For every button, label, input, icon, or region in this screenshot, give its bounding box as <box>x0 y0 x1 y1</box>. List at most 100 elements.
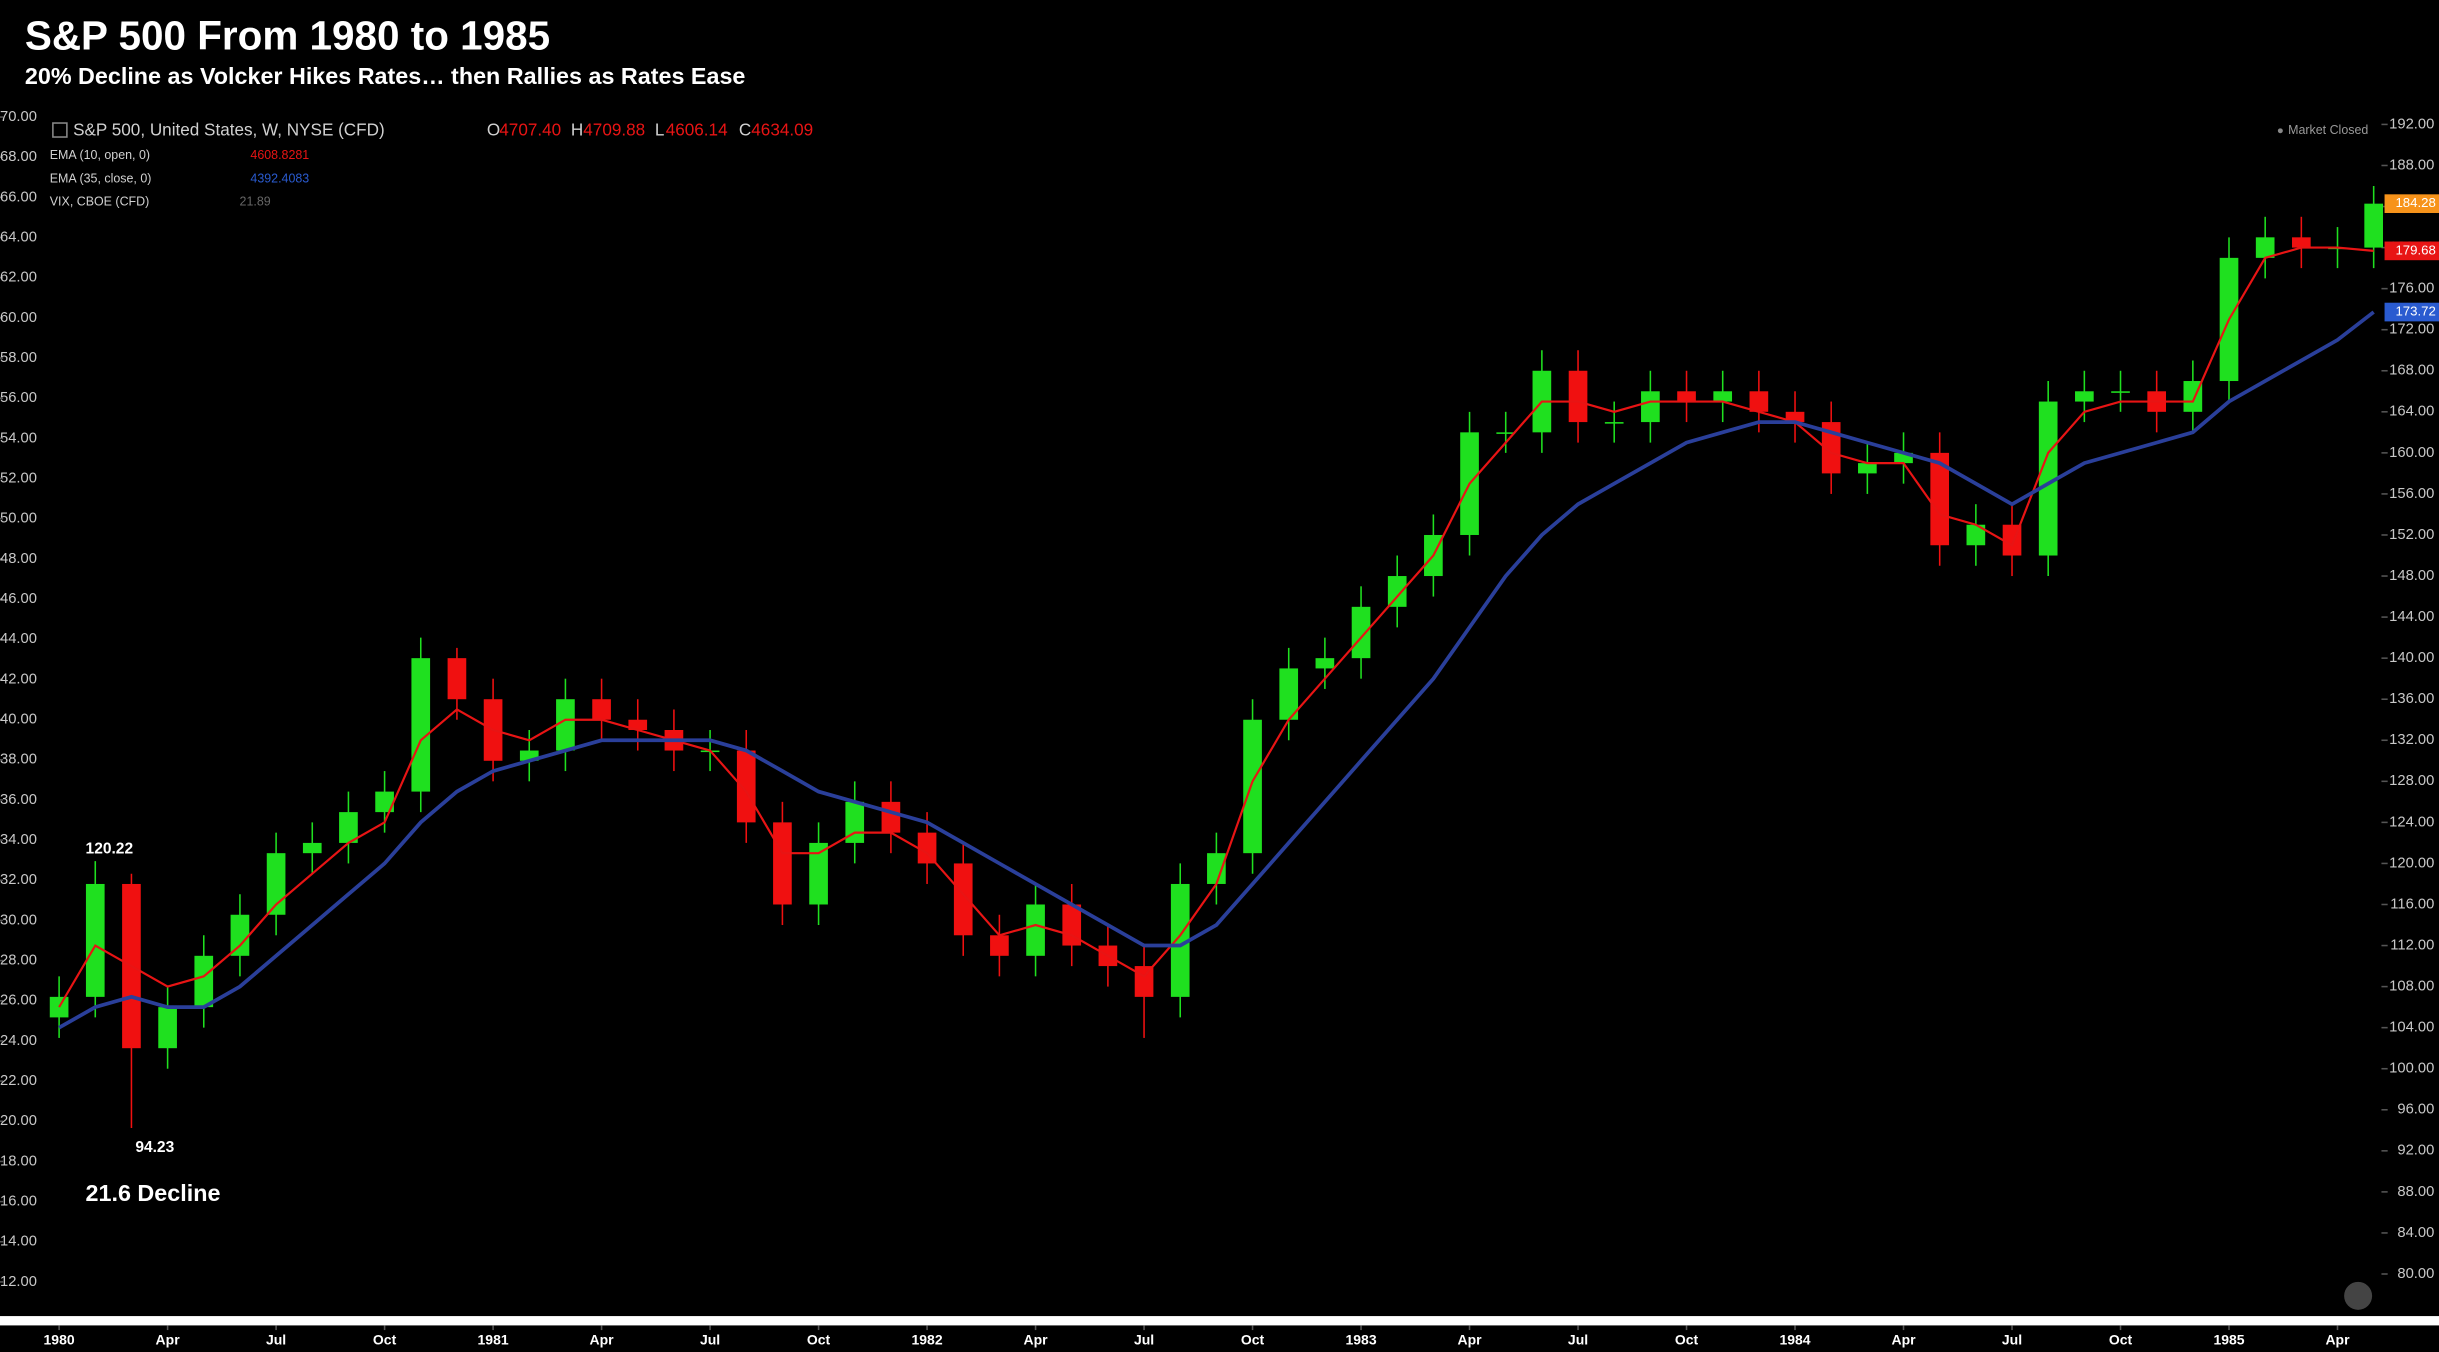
ohlc-close: 4634.09 <box>751 120 813 139</box>
y2-tick-label: 60.00 <box>0 310 37 326</box>
y2-tick-label: 14.00 <box>0 1234 37 1250</box>
y2-tick-label: 42.00 <box>0 671 37 687</box>
y2-tick-label: 66.00 <box>0 189 37 205</box>
candle-body <box>1026 904 1045 956</box>
x-tick-label: Apr <box>156 1332 181 1348</box>
candle-body <box>1858 463 1877 474</box>
candle-body <box>447 658 467 700</box>
y2-tick-label: 58.00 <box>0 350 37 366</box>
x-tick-label: Apr <box>2325 1332 2350 1348</box>
y-tick-label: 108.00 <box>2389 979 2434 995</box>
y-tick-label: 100.00 <box>2389 1061 2434 1077</box>
candle-body <box>1930 452 1950 546</box>
candle-body <box>1315 658 1335 669</box>
y2-tick-label: 62.00 <box>0 270 37 286</box>
ohlc-high: 4709.88 <box>583 120 645 139</box>
y2-tick-label: 54.00 <box>0 430 37 446</box>
scroll-button[interactable] <box>2344 1281 2373 1310</box>
price-tag <box>2384 194 2439 213</box>
annotation: 94.23 <box>135 1139 174 1156</box>
chart-subtitle: 20% Decline as Volcker Hikes Rates… then… <box>25 63 746 89</box>
symbol: S&P 500, United States, W, NYSE (CFD) <box>73 120 385 139</box>
candle-body <box>1279 668 1299 720</box>
y-tick-label: 124.00 <box>2389 814 2434 830</box>
x-tick-label: 1985 <box>2213 1332 2244 1348</box>
candle-body <box>2111 391 2130 393</box>
ohlc-l: L <box>655 120 665 139</box>
candle-body <box>1568 370 1588 423</box>
y-tick-label: 188.00 <box>2389 157 2434 173</box>
y2-tick-label: 24.00 <box>0 1033 37 1049</box>
candle-body <box>85 883 105 997</box>
x-tick-label: Jul <box>1568 1332 1588 1348</box>
y2-tick-label: 22.00 <box>0 1073 37 1089</box>
collapse-icon[interactable] <box>52 122 68 138</box>
y2-tick-label: 40.00 <box>0 711 37 727</box>
annotation: 21.6 Decline <box>86 1180 221 1206</box>
candle-body <box>1170 883 1190 997</box>
x-tick-label: Jul <box>2002 1332 2022 1348</box>
y-tick-label: 140.00 <box>2389 650 2434 666</box>
x-tick-label: Apr <box>1457 1332 1482 1348</box>
candle-body <box>158 1007 177 1049</box>
y2-tick-label: 20.00 <box>0 1113 37 1129</box>
x-tick-label: Oct <box>807 1332 831 1348</box>
candle-body <box>1207 853 1226 884</box>
market-status: Market Closed <box>2288 123 2368 137</box>
x-tick-label: 1982 <box>912 1332 943 1348</box>
candle-body <box>917 832 937 864</box>
candle-body <box>1134 966 1154 997</box>
price-tag-label: 173.72 <box>2395 304 2435 319</box>
y2-tick-label: 48.00 <box>0 551 37 567</box>
y-tick-label: 156.00 <box>2389 486 2434 502</box>
candle-body <box>1062 904 1082 946</box>
x-tick-label: Jul <box>1134 1332 1154 1348</box>
y-tick-label: 92.00 <box>2397 1143 2434 1159</box>
x-tick-label: 1981 <box>478 1332 509 1348</box>
chart-title: S&P 500 From 1980 to 1985 <box>25 13 550 59</box>
y-tick-label: 172.00 <box>2389 322 2434 338</box>
candle-body <box>592 699 611 720</box>
y2-tick-label: 50.00 <box>0 511 37 527</box>
legend-name: EMA (10, open, 0) <box>50 148 150 162</box>
y-tick-label: 136.00 <box>2389 691 2434 707</box>
candle-body <box>990 935 1009 956</box>
candle-body <box>194 955 214 1008</box>
y-tick-label: 168.00 <box>2389 363 2434 379</box>
legend-name: EMA (35, close, 0) <box>50 171 152 185</box>
y-tick-label: 152.00 <box>2389 527 2434 543</box>
x-tick-label: 1983 <box>1345 1332 1376 1348</box>
y2-tick-label: 38.00 <box>0 752 37 768</box>
candle-body <box>2255 237 2275 258</box>
y2-tick-label: 18.00 <box>0 1153 37 1169</box>
candle-body <box>2292 237 2311 248</box>
ohlc-h: H <box>571 120 583 139</box>
y2-tick-label: 52.00 <box>0 470 37 486</box>
y2-tick-label: 36.00 <box>0 792 37 808</box>
candle-body <box>1243 719 1262 854</box>
candle-body <box>411 658 431 792</box>
y2-tick-label: 30.00 <box>0 912 37 928</box>
x-tick-label: Oct <box>1241 1332 1265 1348</box>
axis-divider <box>0 1316 2439 1326</box>
ohlc-o: O <box>487 120 500 139</box>
price-tag <box>2384 302 2439 322</box>
y-tick-label: 84.00 <box>2397 1225 2434 1241</box>
candle-body <box>1351 606 1371 659</box>
annotation: 120.22 <box>86 841 134 858</box>
candle-body <box>339 812 358 843</box>
y2-tick-label: 64.00 <box>0 229 37 245</box>
x-tick-label: Apr <box>590 1332 615 1348</box>
ohlc-open: 4707.40 <box>499 120 561 139</box>
candle-body <box>1966 524 1986 546</box>
candle-body <box>1604 422 1624 424</box>
candle-body <box>1894 452 1913 464</box>
y2-tick-label: 16.00 <box>0 1194 37 1210</box>
x-tick-label: Oct <box>373 1332 397 1348</box>
y-tick-label: 104.00 <box>2389 1020 2434 1036</box>
price-tag-label: 179.68 <box>2395 242 2435 257</box>
y-tick-label: 116.00 <box>2390 896 2434 912</box>
x-tick-label: 1984 <box>1779 1332 1810 1348</box>
